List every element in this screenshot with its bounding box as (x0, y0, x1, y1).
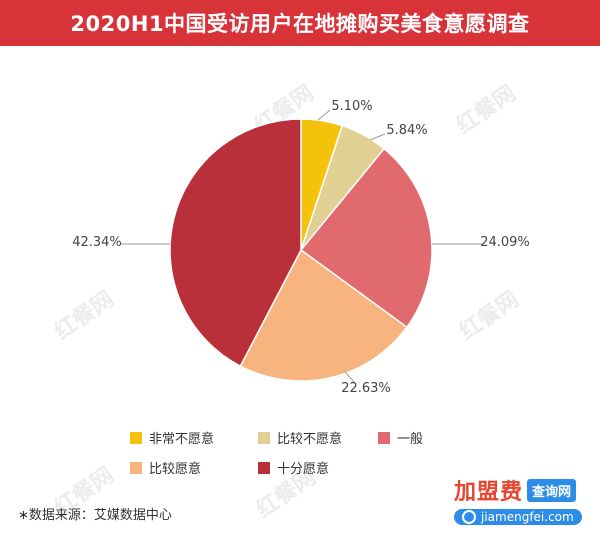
data-label: 42.34% (72, 235, 122, 250)
legend-swatch (378, 431, 390, 444)
legend-item: 十分愿意 (258, 458, 329, 477)
legend-label: 非常不愿意 (149, 432, 215, 447)
source-note: ∗数据来源：艾媒数据中心 (18, 508, 172, 523)
leader-line (317, 109, 331, 121)
data-label: 24.09% (480, 235, 530, 250)
leader-line (369, 133, 386, 141)
magnifier-icon (462, 510, 476, 524)
legend-swatch (258, 431, 270, 444)
legend-swatch (258, 461, 270, 474)
legend-item: 比较不愿意 (258, 428, 342, 447)
data-label: 5.84% (386, 123, 427, 138)
legend-item: 非常不愿意 (130, 428, 214, 447)
chart-title: 2020H1中国受访用户在地摊购买美食意愿调查 (0, 0, 600, 46)
brand-tag: 查询网 (527, 478, 577, 502)
brand-logo[interactable]: 加盟费 查询网 jiamengfei.com (454, 474, 594, 532)
legend-item: 一般 (378, 428, 423, 447)
pie-slice-4 (239, 248, 408, 382)
pie-slice-3 (299, 147, 433, 329)
data-label: 5.10% (331, 99, 372, 114)
pie-chart: 5.10% 5.84% 24.09% 22.63% 42.34% (72, 99, 530, 396)
legend-swatch (130, 431, 142, 444)
pie-slice-5 (169, 118, 302, 368)
legend-item: 比较愿意 (130, 458, 201, 477)
legend-label: 比较愿意 (149, 462, 202, 477)
legend-swatch (130, 461, 142, 474)
legend-label: 比较不愿意 (277, 432, 343, 447)
brand-url: jiamengfei.com (481, 510, 574, 524)
legend-label: 一般 (397, 432, 424, 447)
brand-name: 加盟费 (454, 480, 524, 505)
legend-label: 十分愿意 (277, 462, 330, 477)
leader-line (344, 371, 356, 384)
data-label: 22.63% (341, 381, 391, 396)
brand-url-box: jiamengfei.com (454, 509, 582, 525)
